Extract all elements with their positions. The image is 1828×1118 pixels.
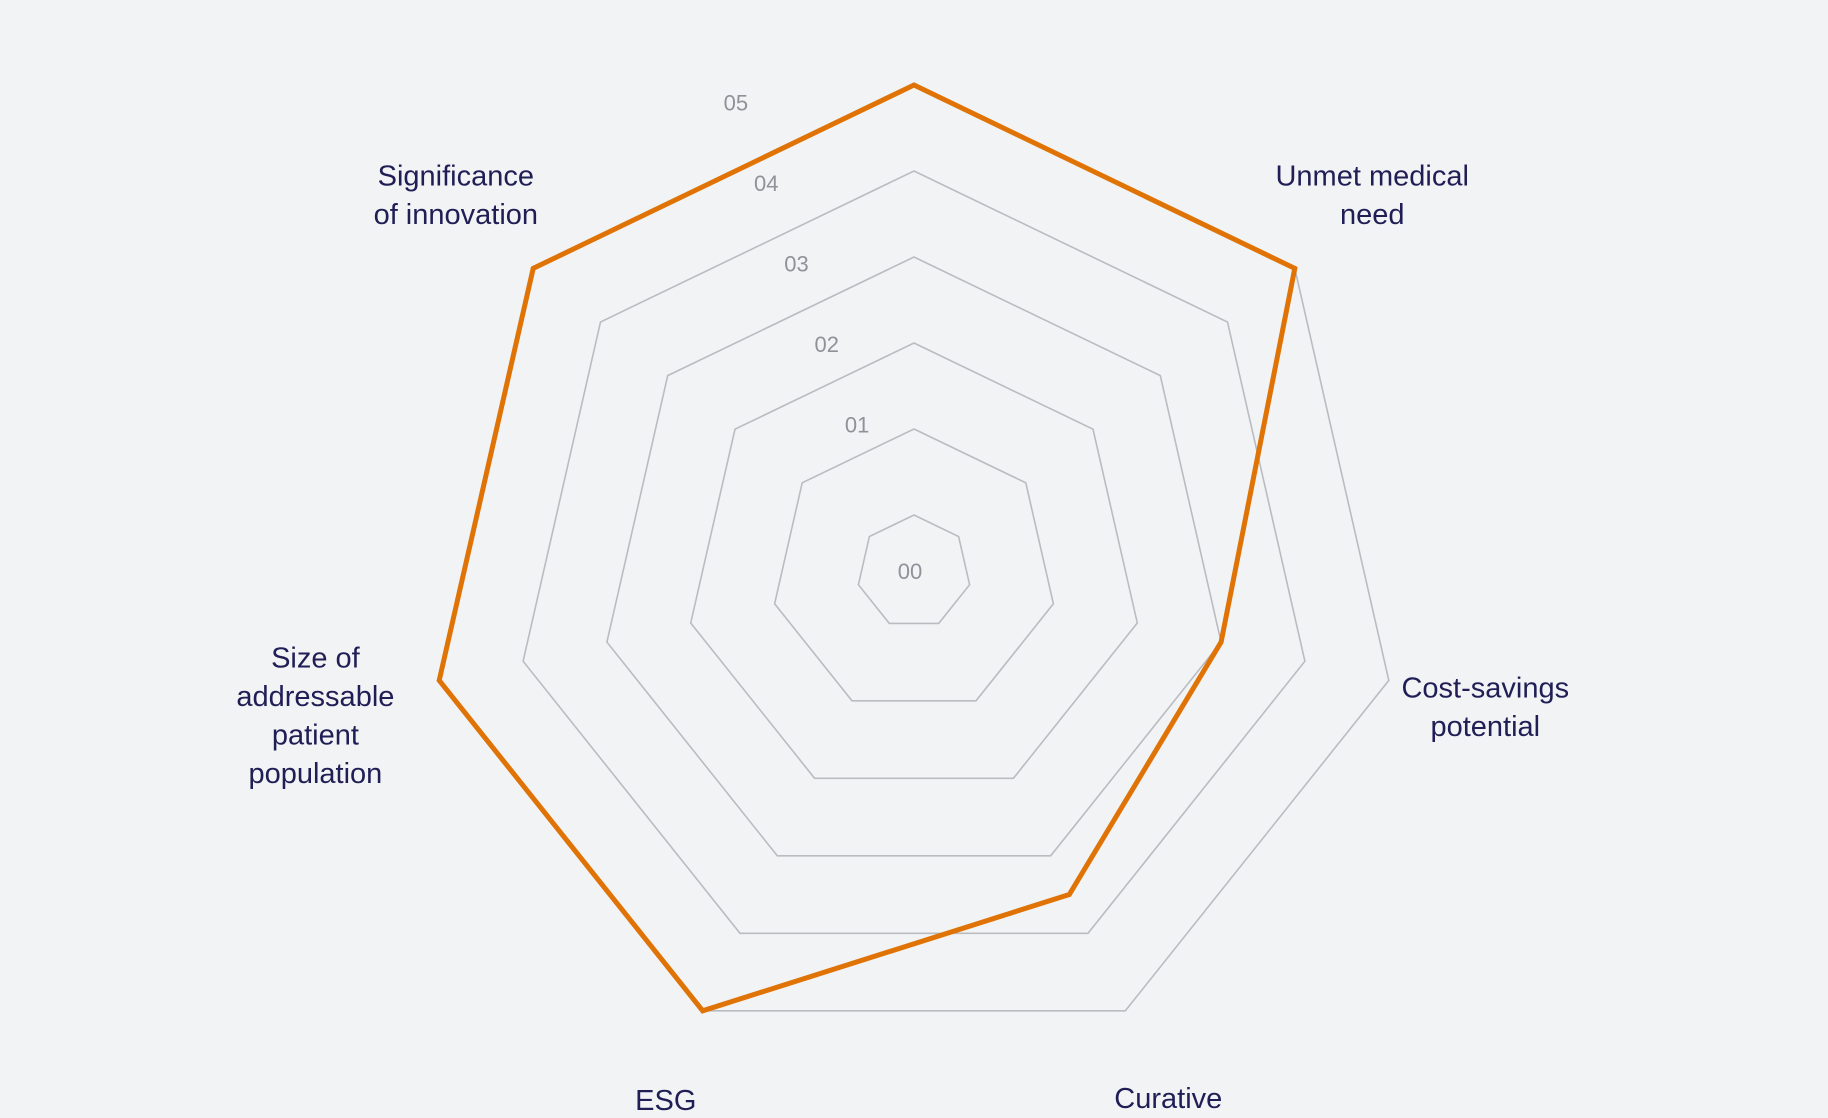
- grid-rings: [438, 84, 1390, 1012]
- axis-label-4: ESG: [635, 1085, 696, 1117]
- axis-label-1: Unmet medical need: [1275, 160, 1468, 231]
- grid-ring-0: [857, 514, 971, 625]
- grid-ring-5: [438, 84, 1390, 1012]
- tick-label-05: 05: [724, 91, 748, 116]
- tick-label-03: 03: [784, 252, 808, 277]
- axis-label-2: Cost-savings potential: [1401, 672, 1569, 743]
- tick-label-04: 04: [754, 171, 778, 196]
- axis-label-5: Size of addressable patient population: [236, 643, 394, 791]
- grid-ring-3: [606, 256, 1222, 857]
- series-line-0: [436, 82, 1298, 1014]
- axis-label-0: Severityof disease: [848, 0, 980, 3]
- tick-label-01: 01: [845, 413, 869, 438]
- tick-labels: 00 01 02 03 04 05: [724, 91, 923, 584]
- grid-ring-1: [773, 428, 1055, 702]
- grid-ring-4: [522, 170, 1306, 935]
- tick-label-02: 02: [815, 332, 839, 357]
- axis-label-3: Curativepotential: [1113, 1083, 1223, 1118]
- series-lines: [436, 82, 1298, 1014]
- tick-label-00: 00: [898, 559, 922, 584]
- axis-label-6: Significance of innovation: [374, 160, 538, 231]
- grid-ring-2: [689, 342, 1139, 780]
